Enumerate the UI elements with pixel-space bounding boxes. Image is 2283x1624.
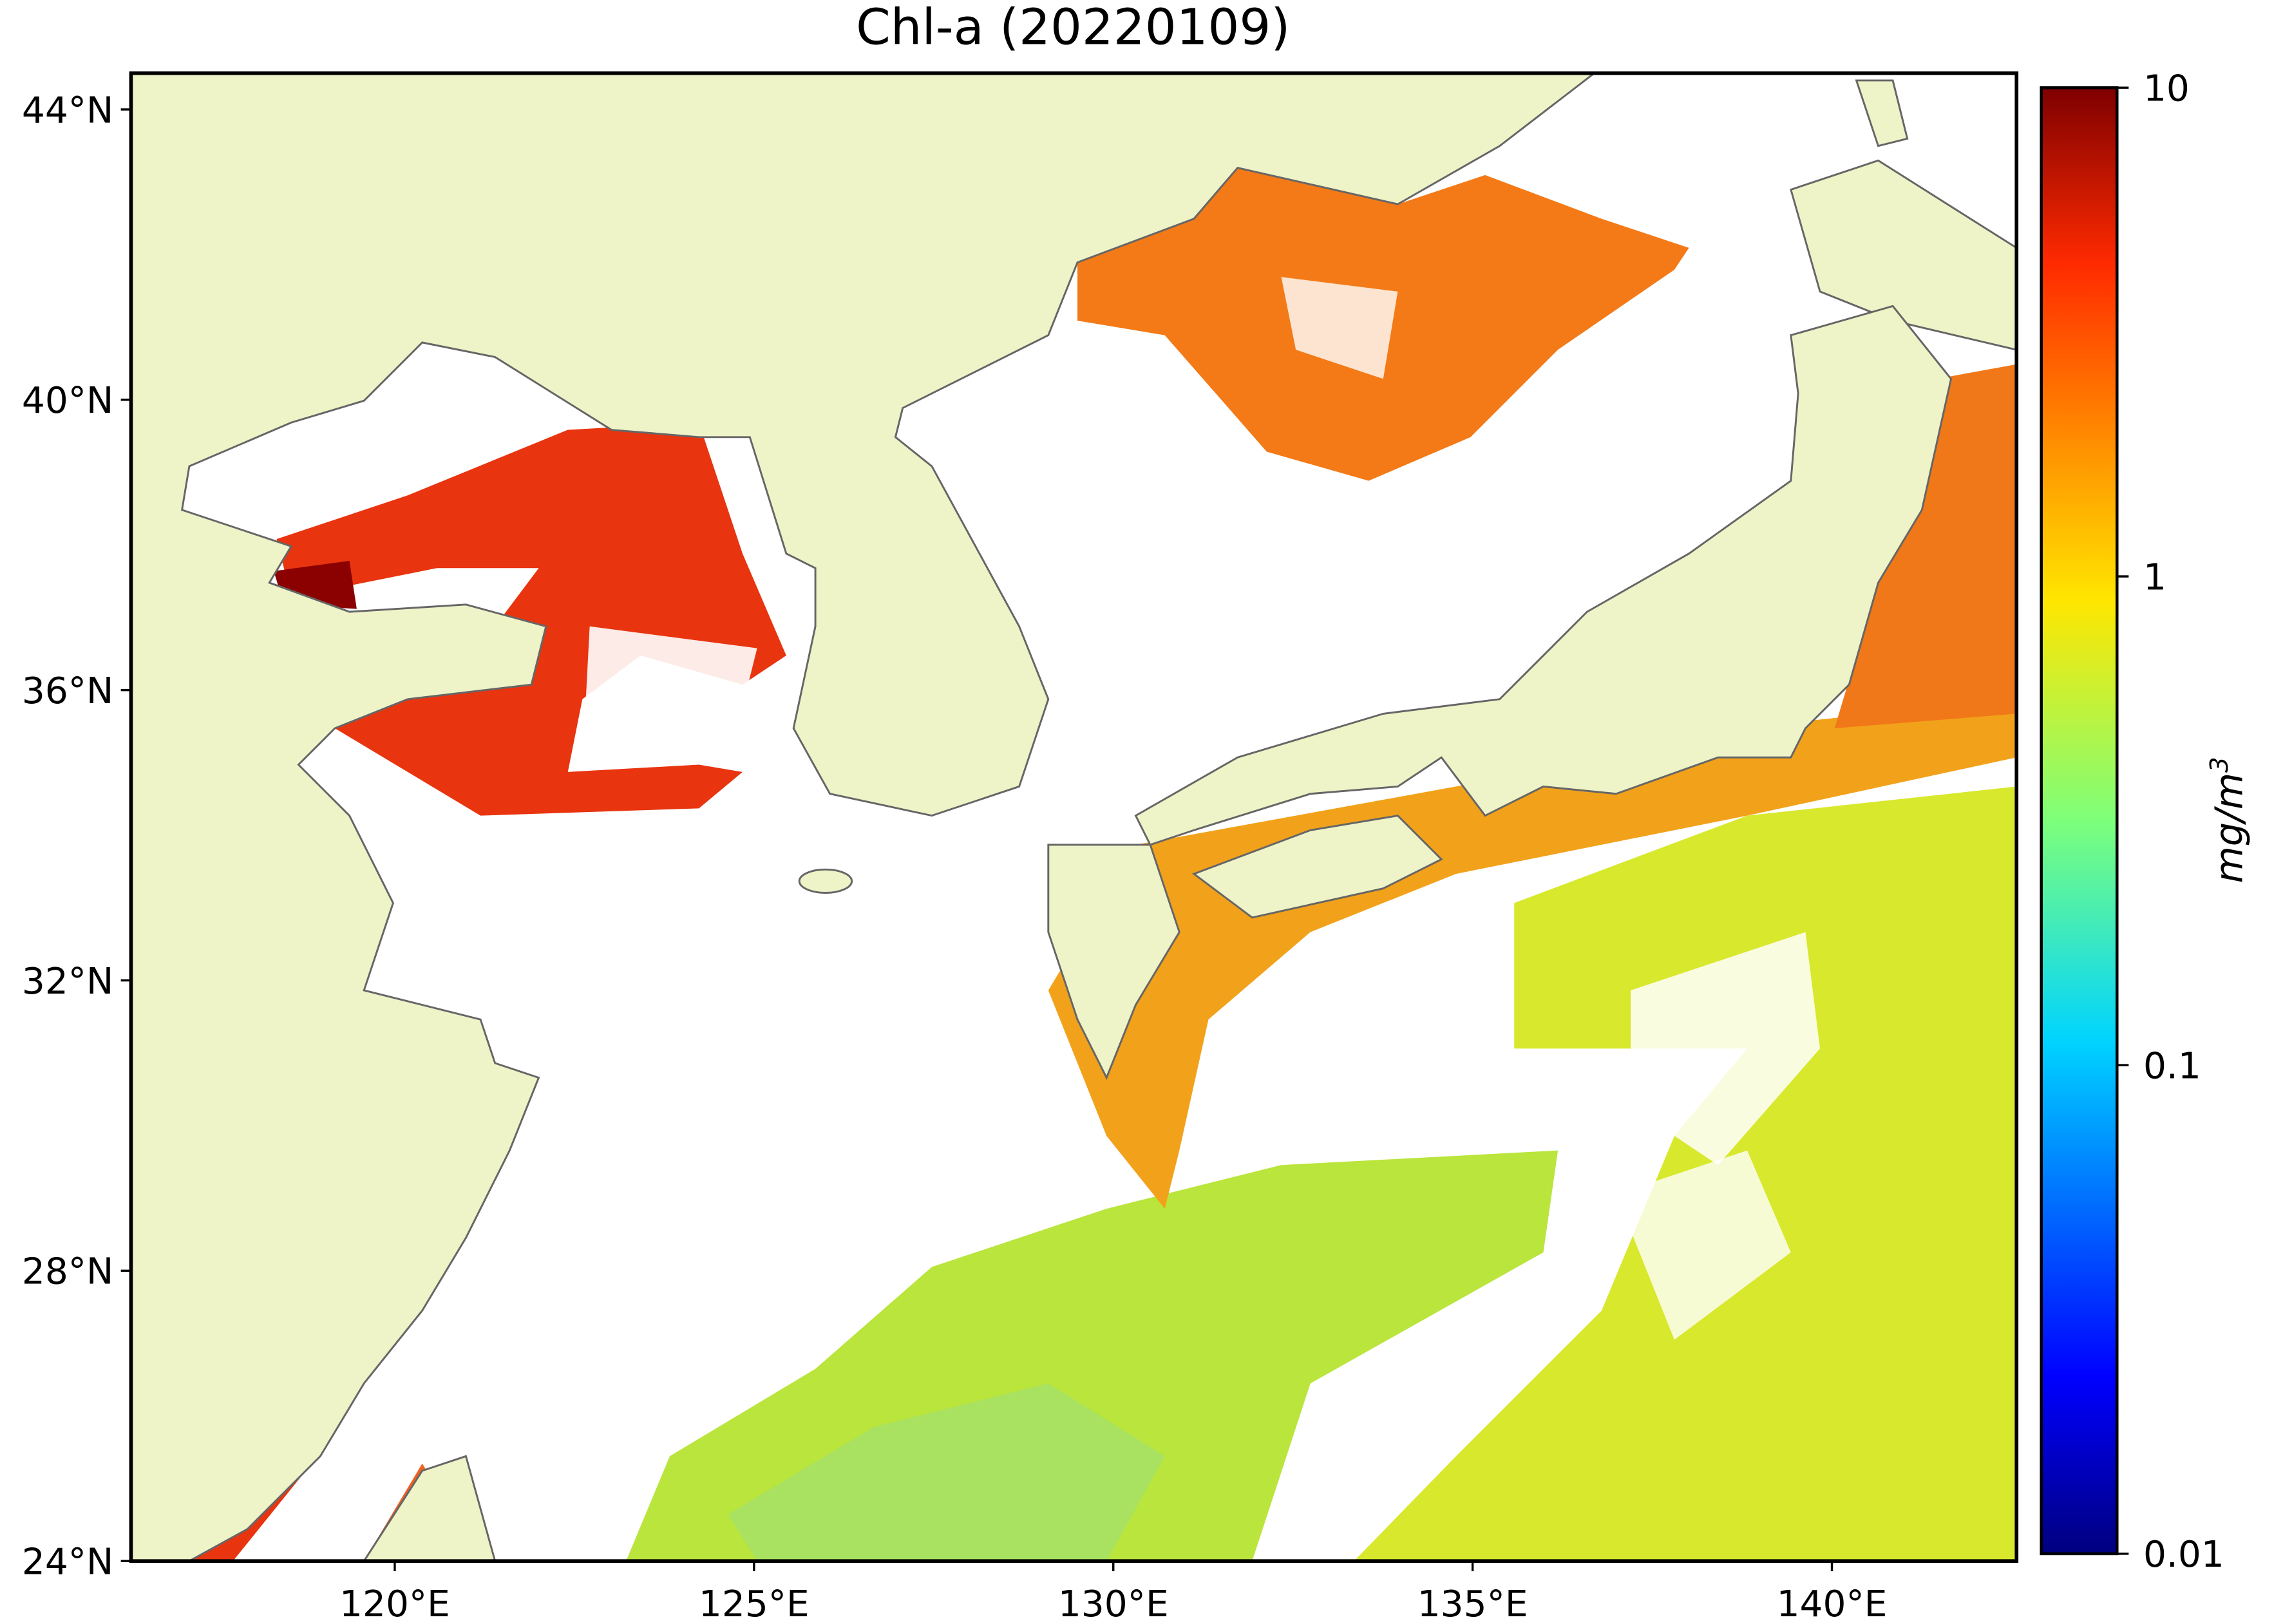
colorbar	[2040, 86, 2119, 1556]
chl-patch	[728, 1383, 1165, 1562]
y-tick-label: 36°N	[22, 670, 113, 712]
land	[1047, 844, 1180, 1081]
colorbar-label: mg/m3	[2205, 757, 2251, 883]
x-tick-label: 120°E	[339, 1583, 450, 1624]
y-tick-label: 28°N	[22, 1251, 113, 1293]
chl-gap	[1281, 277, 1398, 379]
y-tick-label: 24°N	[22, 1542, 113, 1583]
land	[798, 868, 853, 894]
map-title: Chl-a (20220109)	[856, 0, 1290, 56]
y-tick-label: 32°N	[22, 961, 113, 1003]
colorbar-tick-label: 0.1	[2143, 1045, 2201, 1087]
colorbar-tick-label: 0.01	[2143, 1534, 2224, 1576]
land	[131, 73, 1596, 1562]
chl-gap	[1616, 1150, 1791, 1340]
land	[363, 1455, 497, 1562]
map-frame	[129, 71, 2019, 1563]
x-tick-label: 130°E	[1058, 1583, 1169, 1624]
y-tick-label: 40°N	[22, 380, 113, 422]
colorbar-label-sup: 3	[2205, 757, 2234, 772]
x-tick-label: 140°E	[1777, 1583, 1888, 1624]
chl-patch	[276, 422, 786, 816]
land	[1855, 79, 1909, 147]
land	[1790, 159, 2017, 351]
land	[1134, 305, 1953, 846]
colorbar-label-text: mg/m	[2207, 773, 2251, 883]
x-tick-label: 135°E	[1417, 1583, 1528, 1624]
chl-patch	[1834, 364, 2017, 729]
colorbar-tick-label: 1	[2143, 556, 2166, 598]
chl-patch	[1048, 699, 2017, 1209]
chl-gap	[1631, 932, 1821, 1166]
x-tick-label: 125°E	[699, 1583, 810, 1624]
y-tick-label: 44°N	[22, 90, 113, 131]
map-area	[131, 73, 2017, 1562]
land	[1191, 815, 1443, 919]
chl-gap	[582, 626, 757, 765]
colorbar-tick-label: 10	[2143, 68, 2190, 110]
